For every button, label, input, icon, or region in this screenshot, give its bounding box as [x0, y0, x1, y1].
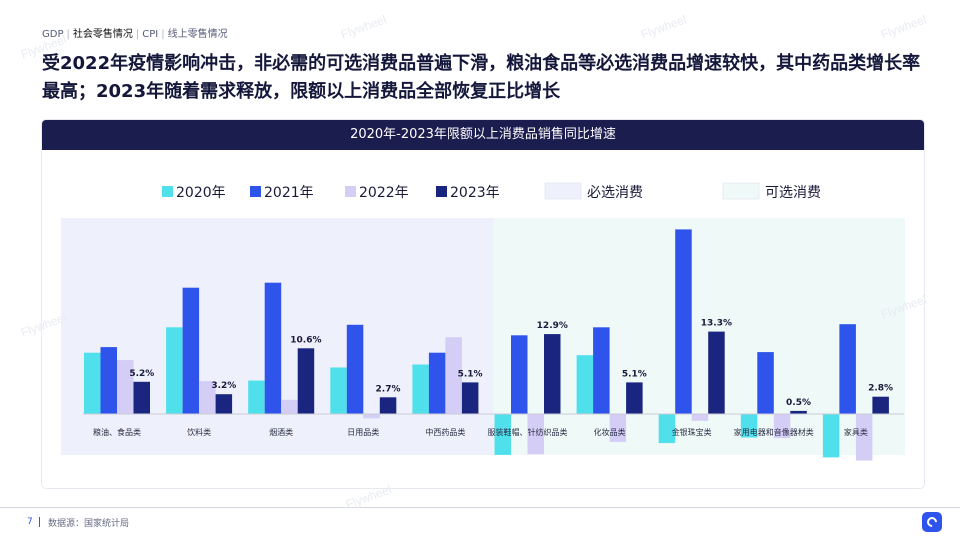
- legend-swatch-0: [162, 186, 173, 197]
- page-title: 受2022年疫情影响冲击，非必需的可选消费品普遍下滑，粮油食品等必选消费品增速较…: [42, 53, 921, 102]
- bar-8-2: [773, 414, 791, 439]
- category-label-8: 家用电器和音像器材类: [734, 427, 814, 437]
- legend-swatch-3: [436, 186, 447, 197]
- data-label-1: 3.2%: [211, 381, 236, 391]
- data-label-7: 13.3%: [701, 319, 732, 329]
- page-number-divider: [39, 517, 40, 527]
- bar-9-2: [855, 414, 873, 461]
- legend-label-3: 2023年: [450, 185, 500, 201]
- legend-label-0: 2020年: [176, 185, 226, 201]
- bar-2-2: [281, 399, 298, 414]
- category-label-0: 粮油、食品类: [93, 427, 141, 437]
- legend-swatch-2: [345, 186, 356, 197]
- legend-group-swatch-0: [544, 182, 582, 200]
- bar-9-0: [822, 414, 840, 458]
- category-label-5: 服装鞋帽、针纺织品类: [488, 427, 568, 437]
- breadcrumb-item-cpi[interactable]: CPI: [142, 29, 159, 40]
- bar-5-1: [511, 335, 528, 414]
- bar-6-0: [576, 355, 594, 414]
- bar-chart: 2020年 2021年 2022年 2023年 必选消费 可选消费 5.2% 3.2% 10.6…: [61, 182, 905, 461]
- data-label-4: 5.1%: [458, 369, 483, 379]
- page-number: 7: [27, 517, 33, 527]
- bar-5-0: [494, 414, 511, 455]
- bar-0-0: [84, 352, 101, 414]
- chart-title: 2020年-2023年限额以上消费品销售同比增速: [42, 120, 924, 150]
- category-label-2: 烟酒类: [269, 427, 293, 437]
- legend-group-label-0: 必选消费: [587, 185, 643, 201]
- bar-8-0: [740, 414, 758, 438]
- bar-4-3: [461, 382, 479, 414]
- watermark: Flywheel: [639, 12, 689, 42]
- data-label-3: 2.7%: [376, 384, 401, 394]
- bar-9-1: [839, 324, 856, 414]
- bar-6-1: [593, 327, 610, 414]
- bar-2-0: [248, 380, 265, 414]
- breadcrumb-item-online[interactable]: 线上零售情况: [167, 29, 228, 40]
- bar-3-0: [330, 367, 347, 414]
- breadcrumb-item-retail[interactable]: 社会零售情况: [72, 29, 133, 40]
- bar-3-1: [346, 324, 364, 414]
- legend-group-swatch-1: [722, 182, 760, 200]
- footer-divider: [0, 507, 960, 508]
- data-label-2: 10.6%: [290, 335, 321, 345]
- category-label-3: 日用品类: [347, 427, 379, 437]
- bar-0-1: [100, 347, 117, 414]
- bar-7-1: [675, 229, 692, 414]
- bar-3-3: [379, 397, 397, 414]
- category-label-1: 饮料类: [187, 427, 211, 437]
- legend-label-1: 2021年: [264, 185, 314, 201]
- breadcrumb-item-gdp[interactable]: GDP: [42, 29, 64, 40]
- legend-group-label-1: 可选消费: [765, 185, 821, 201]
- bar-9-3: [872, 396, 889, 414]
- flywheel-logo-icon: [922, 512, 942, 532]
- bar-7-3: [708, 331, 725, 414]
- bar-1-0: [166, 327, 183, 414]
- bar-1-2: [199, 381, 216, 414]
- watermark: Flywheel: [879, 12, 929, 42]
- data-label-0: 5.2%: [129, 369, 154, 379]
- category-label-9: 家具类: [844, 427, 868, 437]
- legend-swatch-1: [250, 186, 261, 197]
- bar-5-2: [527, 414, 544, 455]
- bar-0-3: [133, 381, 150, 414]
- breadcrumb: GDP | 社会零售情况 | CPI | 线上零售情况: [42, 29, 228, 40]
- category-label-6: 化妆品类: [594, 427, 626, 437]
- data-label-6: 5.1%: [622, 369, 647, 379]
- data-source: 数据源：国家统计局: [48, 519, 130, 529]
- bar-2-3: [297, 348, 315, 414]
- bar-5-3: [544, 334, 561, 414]
- bar-7-2: [691, 414, 709, 421]
- bar-2-1: [264, 282, 282, 414]
- data-label-9: 2.8%: [868, 384, 893, 394]
- category-label-7: 金银珠宝类: [672, 427, 712, 437]
- data-label-8: 0.5%: [786, 398, 811, 408]
- bar-8-3: [790, 410, 807, 414]
- bar-1-3: [215, 394, 233, 414]
- bar-6-2: [609, 414, 627, 442]
- bar-4-0: [412, 364, 429, 414]
- bar-3-2: [363, 414, 380, 419]
- bar-7-0: [658, 414, 676, 444]
- bar-8-1: [757, 352, 774, 414]
- bar-1-1: [182, 287, 200, 414]
- chart-card: 2020年-2023年限额以上消费品销售同比增速 2020年 2021年 2022年…: [42, 120, 924, 488]
- category-label-4: 中西药品类: [425, 427, 465, 437]
- bar-6-3: [626, 382, 643, 414]
- bar-4-2: [445, 337, 462, 414]
- bar-4-1: [428, 352, 446, 414]
- watermark: Flywheel: [339, 12, 389, 42]
- legend-label-2: 2022年: [359, 185, 409, 201]
- data-label-5: 12.9%: [537, 321, 568, 331]
- bar-0-2: [117, 360, 134, 414]
